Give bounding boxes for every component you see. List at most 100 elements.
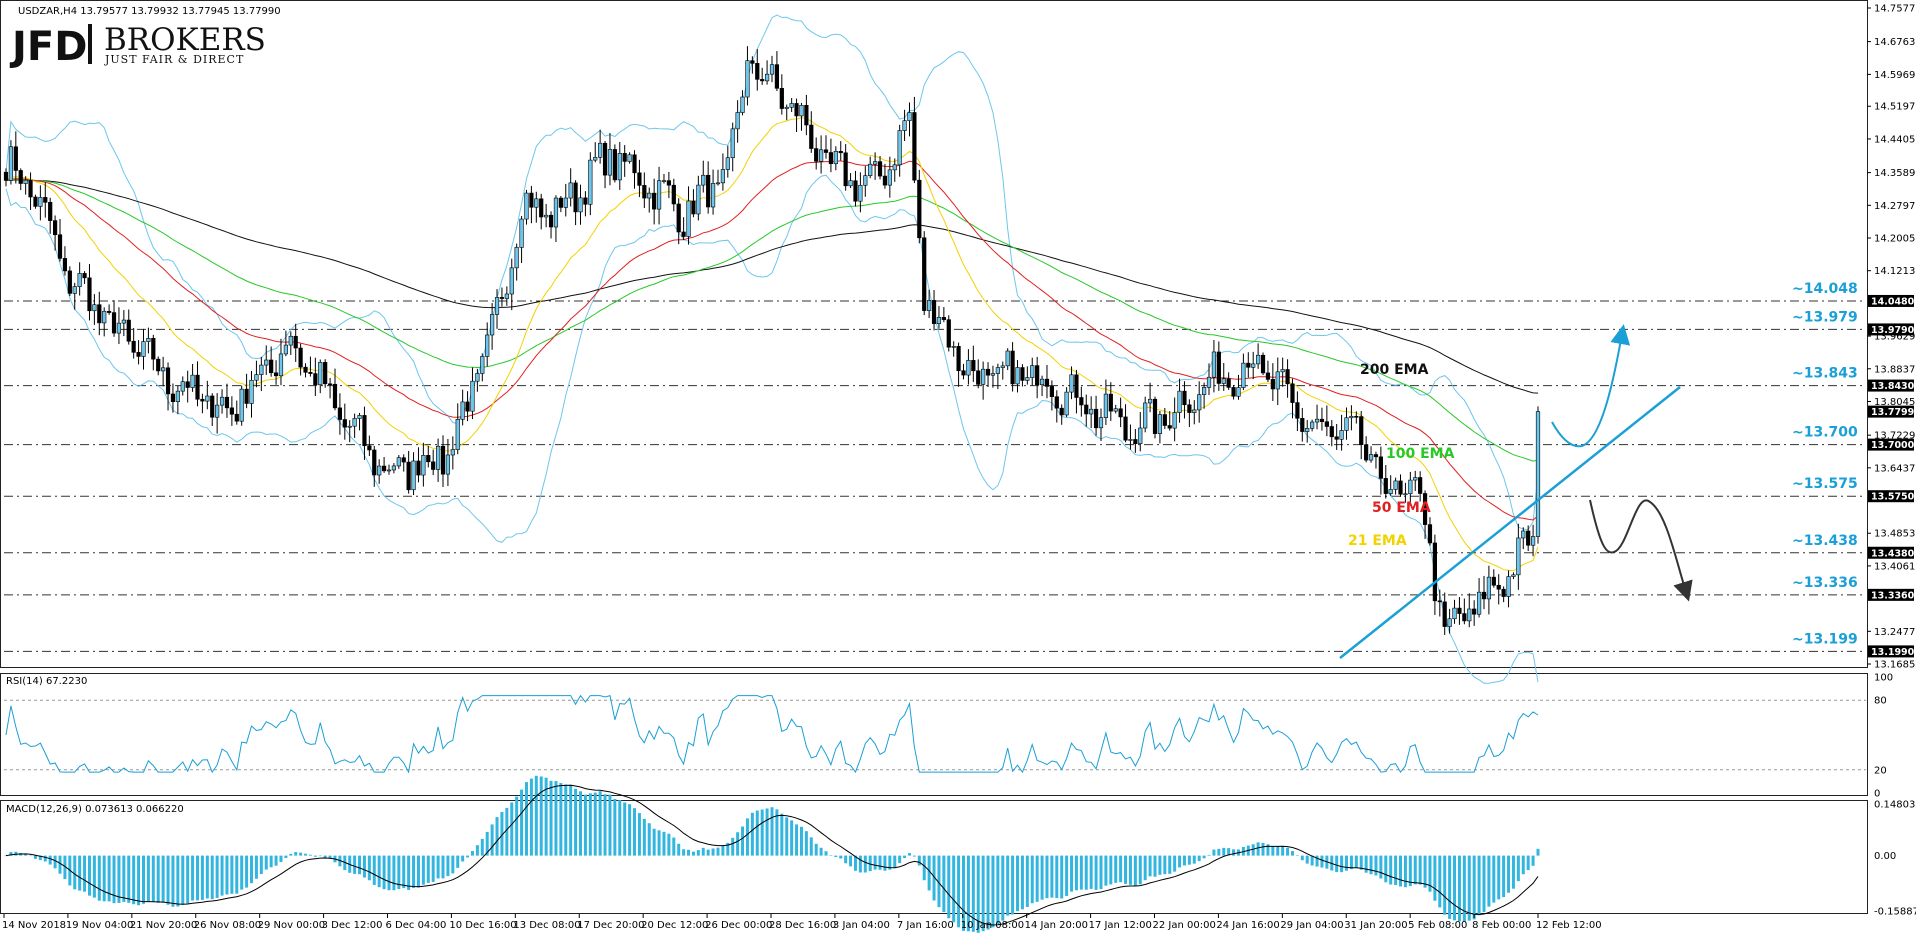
macd-histogram-bar (1462, 855, 1466, 923)
time-tick-label: 13 Dec 08:00 (513, 920, 580, 931)
candle-body (1202, 387, 1207, 395)
macd-histogram-bar (1261, 842, 1265, 856)
macd-histogram-bar (1369, 855, 1373, 875)
candle-body (1442, 601, 1447, 627)
macd-histogram-bar (1511, 855, 1515, 889)
candle-body (273, 372, 279, 377)
macd-histogram-bar (97, 855, 101, 901)
candle-body (1388, 489, 1393, 494)
candle-body (779, 88, 784, 109)
macd-histogram-bar (947, 855, 951, 919)
candle-body (1486, 576, 1491, 600)
macd-histogram-bar (461, 855, 465, 862)
macd-histogram-bar (755, 810, 759, 856)
candle-body (62, 258, 68, 272)
macd-histogram-bar (721, 845, 725, 856)
candle-body (1295, 402, 1300, 419)
macd-histogram-bar (235, 855, 239, 894)
candle-body (494, 297, 500, 315)
candle-body (1049, 386, 1054, 397)
candle-body (1344, 417, 1349, 431)
candle-body (1241, 362, 1246, 388)
candle-body (1187, 404, 1192, 413)
macd-histogram-bar (1114, 855, 1118, 883)
macd-histogram-bar (1212, 849, 1216, 856)
macd-histogram-bar (362, 855, 366, 878)
macd-histogram-bar (1428, 855, 1432, 892)
macd-histogram-bar (824, 851, 828, 856)
candle-body (156, 358, 161, 372)
candle-body (971, 360, 976, 372)
candle-body (804, 104, 809, 126)
macd-histogram-bar (225, 855, 229, 895)
macd-histogram-bar (1163, 855, 1167, 875)
macd-histogram-bar (176, 855, 180, 907)
ema21-line (5, 117, 1539, 572)
macd-signal-line (5, 784, 1539, 926)
macd-histogram-bar (1138, 855, 1142, 885)
level-price-box-text: 13.84300 (1871, 381, 1916, 392)
macd-histogram-bar (1173, 855, 1177, 872)
macd-histogram-bar (726, 842, 730, 856)
macd-histogram-bar (284, 855, 288, 859)
macd-histogram-bar (1256, 842, 1260, 856)
time-tick-label: 17 Jan 12:00 (1089, 920, 1152, 931)
candle-body (347, 425, 352, 428)
candle-body (981, 368, 986, 385)
candle-body (1324, 421, 1329, 427)
rsi-panel: 100 80 20 0 (4, 673, 1893, 800)
candle-body (1516, 537, 1521, 576)
candle-body (1305, 428, 1310, 432)
time-tick-label: 24 Jan 16:00 (1216, 920, 1279, 931)
macd-histogram-bar (274, 855, 278, 866)
candle-body (229, 407, 234, 415)
candle-body (583, 197, 588, 205)
macd-histogram-bar (1006, 855, 1010, 916)
rsi-tick-label: 100 (1874, 673, 1893, 684)
macd-histogram-bar (991, 855, 995, 928)
candle-body (1496, 584, 1501, 590)
last-price-box (1868, 405, 1914, 418)
candle-body (318, 362, 323, 386)
macd-histogram-bar (151, 855, 155, 902)
jfd-brokers-logo: JFD BROKERS JUST FAIR & DIRECT (9, 22, 266, 70)
macd-histogram-bar (63, 855, 67, 880)
candle-body (927, 300, 932, 311)
level-label: ~14.048 (1792, 281, 1858, 297)
candle-body (519, 218, 524, 248)
candle-body (1020, 367, 1025, 381)
candle-body (470, 380, 475, 412)
candle-body (617, 153, 622, 181)
candle-body (656, 180, 662, 210)
macd-histogram-bar (397, 855, 401, 889)
macd-histogram-bar (667, 833, 671, 856)
candle-body (769, 64, 775, 75)
candle-body (381, 465, 387, 472)
candle-body (976, 370, 981, 385)
candle-body (877, 161, 883, 177)
candle-body (524, 192, 529, 220)
level-price-box-text: 13.97900 (1871, 325, 1916, 336)
macd-histogram-bar (971, 855, 975, 932)
macd-histogram-bar (912, 855, 916, 857)
macd-histogram-bar (1182, 855, 1186, 866)
macd-histogram-bar (863, 855, 867, 873)
candle-body (288, 335, 293, 346)
macd-histogram-bar (1016, 855, 1020, 912)
macd-histogram-bar (1104, 855, 1108, 886)
macd-histogram-bar (1055, 855, 1059, 898)
candle-body (13, 146, 18, 171)
candle-body (219, 396, 225, 406)
candle-body (799, 104, 804, 117)
macd-histogram-bar (559, 783, 563, 856)
time-tick-label: 6 Dec 04:00 (386, 920, 447, 931)
macd-histogram-bar (122, 855, 126, 902)
candle-body (165, 367, 171, 395)
price-tick-label: 14.67630 (1874, 37, 1916, 48)
macd-histogram-bar (421, 855, 425, 885)
candle-body (1501, 588, 1506, 597)
macd-histogram-bar (524, 782, 528, 856)
candle-body (598, 142, 603, 158)
candle-body (661, 180, 667, 182)
candle-body (352, 418, 357, 427)
